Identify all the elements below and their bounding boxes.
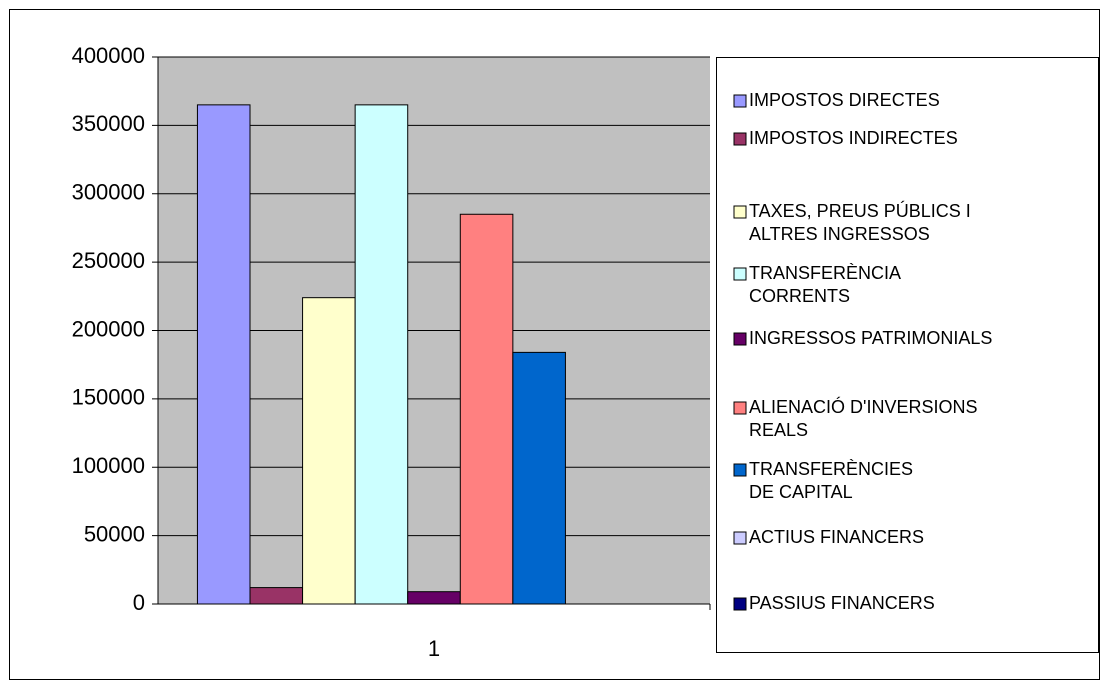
legend-label: TRANSFERÈNCIES DE CAPITAL [749,459,918,502]
legend-label: TAXES, PREUS PÚBLICS I ALTRES INGRESSOS [749,200,976,244]
legend-label: PASSIUS FINANCERS [749,593,935,613]
y-tick-label: 350000 [72,111,145,136]
x-tick-label: 1 [428,636,440,661]
legend-swatch [733,401,747,415]
legend-label: ALIENACIÓ D'INVERSIONS REALS [749,396,983,440]
legend-swatch [733,94,747,108]
legend-swatch [733,531,747,545]
y-tick-label: 100000 [72,453,145,478]
y-tick-label: 150000 [72,385,145,410]
bar [407,591,461,605]
legend-swatch [733,463,747,477]
y-tick-label: 400000 [72,43,145,68]
legend-swatch [733,267,747,281]
legend-label: ACTIUS FINANCERS [749,527,924,547]
bar [512,351,566,605]
legend-box [716,57,1099,653]
y-tick-label: 200000 [72,316,145,341]
y-tick-label: 50000 [84,521,145,546]
bar [354,104,409,605]
bar [459,213,514,605]
y-tick-label: 250000 [72,248,145,273]
legend-label: INGRESSOS PATRIMONIALS [749,328,992,348]
legend-label: TRANSFERÈNCIA CORRENTS [749,263,905,306]
legend-swatch [733,205,747,219]
legend-label: IMPOSTOS DIRECTES [749,90,940,110]
legend-swatch [733,132,747,146]
y-tick-label: 0 [133,590,145,615]
bar [249,587,304,605]
legend-swatch [733,597,747,611]
legend-swatch [733,332,747,346]
bar [196,104,251,605]
bar [302,297,356,605]
y-tick-label: 300000 [72,180,145,205]
legend-label: IMPOSTOS INDIRECTES [749,128,958,148]
